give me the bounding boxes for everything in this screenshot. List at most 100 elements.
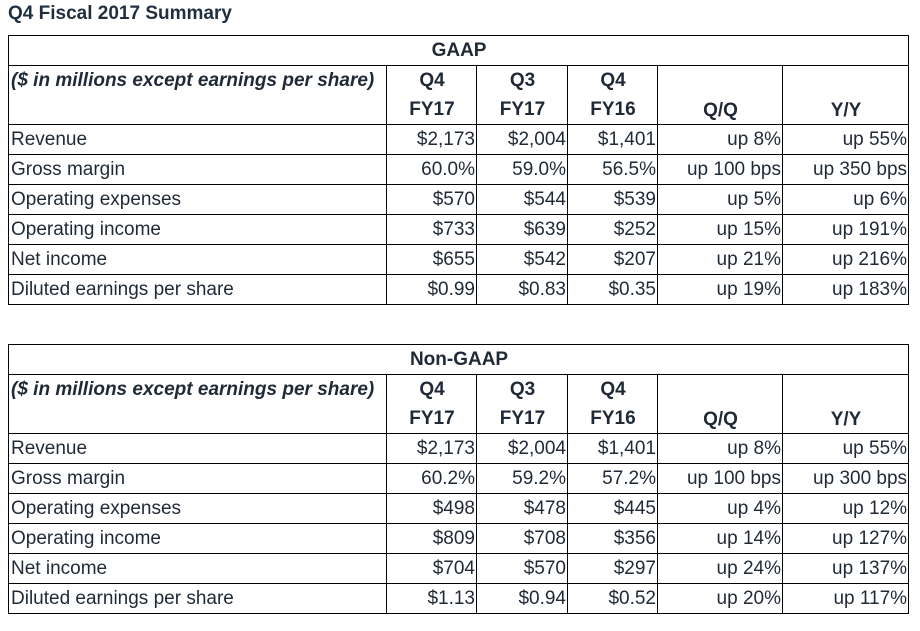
qq-change: up 5% xyxy=(657,184,783,215)
q4-fy16-value: $539 xyxy=(567,184,658,215)
yy-change: up 216% xyxy=(781,244,910,275)
units-label: ($ in millions except earnings per share… xyxy=(8,374,387,434)
q4-fy17-value: $2,173 xyxy=(386,433,477,464)
q3-fy17-value: $542 xyxy=(476,244,568,275)
metric-label: Operating income xyxy=(8,214,387,245)
table-row: Net income $655 $542 $207 up 21% up 216% xyxy=(8,244,910,275)
metric-label: Revenue xyxy=(8,433,387,464)
q3-fy17-value: $0.94 xyxy=(476,583,568,614)
qq-change: up 100 bps xyxy=(657,463,783,494)
col-qq-header: Q/Q xyxy=(657,65,783,125)
q4-fy17-value: $704 xyxy=(386,553,477,584)
metric-label: Operating expenses xyxy=(8,493,387,524)
q3-fy17-value: $639 xyxy=(476,214,568,245)
yy-change: up 117% xyxy=(781,583,910,614)
q4-fy17-value: $655 xyxy=(386,244,477,275)
col-q4-fy17-header: Q4 FY17 xyxy=(386,374,477,434)
col-qq-header: Q/Q xyxy=(657,374,783,434)
q3-fy17-value: $544 xyxy=(476,184,568,215)
q4-fy16-value: 56.5% xyxy=(567,154,658,185)
section-title: Non-GAAP xyxy=(7,344,910,375)
yy-change: up 127% xyxy=(781,523,910,554)
col-q4-fy17-header: Q4 FY17 xyxy=(386,65,477,125)
q3-fy17-value: $2,004 xyxy=(476,124,568,155)
col-q4-fy16-header: Q4 FY16 xyxy=(567,65,658,125)
q4-fy16-value: 57.2% xyxy=(567,463,658,494)
qq-change: up 19% xyxy=(657,274,783,305)
q4-fy16-value: $207 xyxy=(567,244,658,275)
yy-change: up 350 bps xyxy=(781,154,910,185)
qq-change: up 4% xyxy=(657,493,783,524)
q4-fy16-value: $445 xyxy=(567,493,658,524)
table-row: Revenue $2,173 $2,004 $1,401 up 8% up 55% xyxy=(8,124,910,155)
yy-change: up 55% xyxy=(781,124,910,155)
table-row: Diluted earnings per share $0.99 $0.83 $0.3… xyxy=(8,274,910,305)
table-row: Net income $704 $570 $297 up 24% up 137% xyxy=(8,553,910,584)
q4-fy16-value: $0.35 xyxy=(567,274,658,305)
column-header-row: ($ in millions except earnings per share… xyxy=(8,65,910,125)
yy-change: up 55% xyxy=(781,433,910,464)
yy-change: up 6% xyxy=(781,184,910,215)
yy-change: up 191% xyxy=(781,214,910,245)
qq-change: up 21% xyxy=(657,244,783,275)
metric-label: Operating income xyxy=(8,523,387,554)
metric-label: Revenue xyxy=(8,124,387,155)
q3-fy17-value: $708 xyxy=(476,523,568,554)
col-q3-fy17-header: Q3 FY17 xyxy=(476,374,568,434)
yy-change: up 137% xyxy=(781,553,910,584)
q3-fy17-value: 59.2% xyxy=(476,463,568,494)
q4-fy17-value: $733 xyxy=(386,214,477,245)
q4-fy16-value: $0.52 xyxy=(567,583,658,614)
yy-change: up 183% xyxy=(781,274,910,305)
q3-fy17-value: $0.83 xyxy=(476,274,568,305)
col-q3-fy17-header: Q3 FY17 xyxy=(476,65,568,125)
table-row: Operating income $733 $639 $252 up 15% up 191… xyxy=(8,214,910,245)
units-label: ($ in millions except earnings per share… xyxy=(8,65,387,125)
page-title: Q4 Fiscal 2017 Summary xyxy=(8,3,232,24)
q4-fy16-value: $356 xyxy=(567,523,658,554)
table-row: Operating income $809 $708 $356 up 14% up 127… xyxy=(8,523,910,554)
col-yy-header: Y/Y xyxy=(781,65,910,125)
q4-fy17-value: $2,173 xyxy=(386,124,477,155)
metric-label: Gross margin xyxy=(8,154,387,185)
gaap-table: GAAP ($ in millions except earnings per … xyxy=(7,35,910,305)
q3-fy17-value: $478 xyxy=(476,493,568,524)
q4-fy16-value: $1,401 xyxy=(567,124,658,155)
q3-fy17-value: $570 xyxy=(476,553,568,584)
table-row: Revenue $2,173 $2,004 $1,401 up 8% up 55% xyxy=(8,433,910,464)
q4-fy16-value: $1,401 xyxy=(567,433,658,464)
yy-change: up 12% xyxy=(781,493,910,524)
table-row: Operating expenses $570 $544 $539 up 5% up 6% xyxy=(8,184,910,215)
q4-fy17-value: $0.99 xyxy=(386,274,477,305)
non-gaap-table: Non-GAAP ($ in millions except earnings … xyxy=(7,344,910,614)
qq-change: up 8% xyxy=(657,433,783,464)
metric-label: Operating expenses xyxy=(8,184,387,215)
yy-change: up 300 bps xyxy=(781,463,910,494)
q4-fy17-value: 60.0% xyxy=(386,154,477,185)
column-header-row: ($ in millions except earnings per share… xyxy=(8,374,910,434)
q3-fy17-value: $2,004 xyxy=(476,433,568,464)
q4-fy16-value: $297 xyxy=(567,553,658,584)
table-row: Gross margin 60.0% 59.0% 56.5% up 100 bps up … xyxy=(8,154,910,185)
qq-change: up 100 bps xyxy=(657,154,783,185)
table-row: Diluted earnings per share $1.13 $0.94 $0.5… xyxy=(8,583,910,614)
q4-fy17-value: $809 xyxy=(386,523,477,554)
metric-label: Net income xyxy=(8,244,387,275)
table-row: Gross margin 60.2% 59.2% 57.2% up 100 bps up … xyxy=(8,463,910,494)
metric-label: Diluted earnings per share xyxy=(8,274,387,305)
qq-change: up 24% xyxy=(657,553,783,584)
q4-fy17-value: $498 xyxy=(386,493,477,524)
metric-label: Net income xyxy=(8,553,387,584)
table-row: Operating expenses $498 $478 $445 up 4% up 12… xyxy=(8,493,910,524)
col-q4-fy16-header: Q4 FY16 xyxy=(567,374,658,434)
q4-fy17-value: $1.13 xyxy=(386,583,477,614)
section-title: GAAP xyxy=(7,35,910,66)
metric-label: Diluted earnings per share xyxy=(8,583,387,614)
metric-label: Gross margin xyxy=(8,463,387,494)
qq-change: up 15% xyxy=(657,214,783,245)
q3-fy17-value: 59.0% xyxy=(476,154,568,185)
q4-fy17-value: $570 xyxy=(386,184,477,215)
col-yy-header: Y/Y xyxy=(781,374,910,434)
qq-change: up 8% xyxy=(657,124,783,155)
q4-fy16-value: $252 xyxy=(567,214,658,245)
